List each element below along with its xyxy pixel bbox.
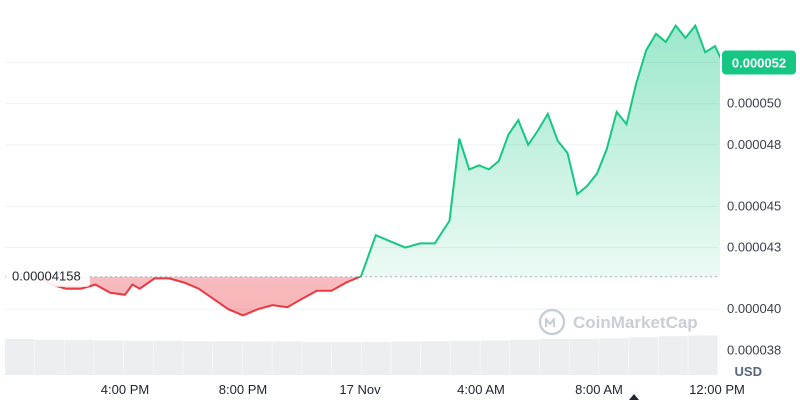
volume-bar: [153, 340, 183, 375]
y-tick-label: 0.000040: [727, 301, 781, 316]
volume-bar: [628, 337, 659, 375]
y-tick-label: 0.000045: [727, 198, 781, 213]
price-area: [36, 25, 720, 316]
gridlines: [5, 62, 718, 351]
x-tick-label: 4:00 AM: [457, 382, 505, 397]
volume-bar: [420, 341, 451, 375]
watermark-text: CoinMarketCap: [573, 313, 698, 332]
volume-bar: [242, 341, 272, 375]
volume-bar: [391, 341, 421, 375]
coinmarketcap-logo-icon: [538, 308, 566, 336]
price-line: [36, 23, 720, 317]
y-tick-label: 0.000048: [727, 137, 781, 152]
volume-bar: [480, 340, 510, 375]
y-tick-label: 0.000050: [727, 96, 781, 111]
volume-bar: [183, 341, 213, 375]
volume-bar: [302, 341, 332, 375]
reference-price-label: 0.00004158: [12, 269, 81, 284]
price-line-down: [36, 276, 362, 317]
y-axis: 0.000038 0.000040 0.000043 0.000045 0.000048…: [727, 96, 781, 358]
x-tick-label: 12:00 PM: [689, 382, 745, 397]
current-price-badge: 0.000052: [722, 50, 796, 75]
coinmarketcap-watermark: CoinMarketCap: [538, 308, 698, 336]
volume-bar: [599, 338, 629, 375]
volume-bar: [331, 341, 361, 375]
volume-bar: [658, 336, 688, 375]
volume-bar: [5, 339, 35, 375]
x-axis: 4:00 PM 8:00 PM 17 Nov 4:00 AM 8:00 AM 12:00 …: [101, 382, 745, 400]
volume-bar: [688, 335, 718, 375]
volume-bar: [510, 339, 540, 375]
reference-price-badge: 0.00004158: [6, 266, 90, 287]
volume-bar: [450, 340, 480, 375]
volume-bar: [94, 340, 124, 375]
x-tick-label: 4:00 PM: [101, 382, 149, 397]
volume-bars: [5, 335, 718, 375]
currency-label: USD: [735, 364, 762, 379]
volume-bar: [569, 339, 599, 375]
volume-bar: [123, 340, 154, 375]
x-tick-label: 8:00 AM: [575, 382, 623, 397]
hover-marker-icon: [629, 394, 639, 400]
y-tick-label: 0.000038: [727, 342, 781, 357]
current-price-label: 0.000052: [732, 56, 786, 71]
x-tick-label: 17 Nov: [339, 382, 381, 397]
price-line-up: [36, 23, 720, 277]
volume-bar: [539, 339, 569, 375]
volume-bar: [361, 341, 391, 375]
volume-bar: [212, 341, 243, 375]
x-tick-label: 8:00 PM: [219, 382, 267, 397]
y-tick-label: 0.000043: [727, 240, 781, 255]
volume-bar: [272, 341, 302, 375]
volume-bar: [34, 339, 64, 375]
volume-bar: [64, 340, 94, 375]
